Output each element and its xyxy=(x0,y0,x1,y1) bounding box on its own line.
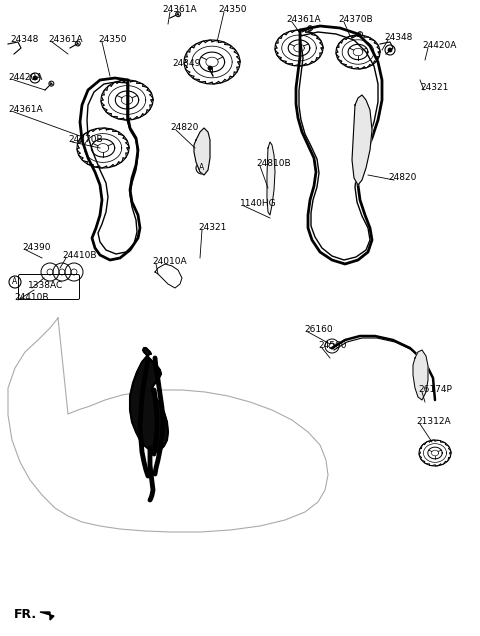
Text: 24348: 24348 xyxy=(384,34,412,43)
Text: 24361A: 24361A xyxy=(8,106,43,114)
Text: A: A xyxy=(199,163,204,172)
Text: 24321: 24321 xyxy=(198,223,227,233)
Text: FR.: FR. xyxy=(14,607,37,621)
Text: 26160: 26160 xyxy=(304,326,333,335)
Polygon shape xyxy=(40,612,54,620)
Circle shape xyxy=(208,66,212,70)
Text: 24560: 24560 xyxy=(318,342,347,350)
Text: 24820: 24820 xyxy=(170,123,198,132)
Text: 24321: 24321 xyxy=(420,83,448,92)
Text: 24810B: 24810B xyxy=(256,160,290,169)
Text: 1140HG: 1140HG xyxy=(240,200,276,209)
Text: 24820: 24820 xyxy=(388,174,416,183)
Text: 24361A: 24361A xyxy=(162,6,197,15)
Text: 24390: 24390 xyxy=(22,244,50,252)
Text: A: A xyxy=(12,277,18,286)
Polygon shape xyxy=(267,142,275,215)
Text: 24420A: 24420A xyxy=(422,41,456,50)
Text: 24420A: 24420A xyxy=(8,74,42,83)
Text: 24370B: 24370B xyxy=(338,15,372,25)
Text: 24348: 24348 xyxy=(10,36,38,45)
Text: 24350: 24350 xyxy=(218,6,247,15)
Text: 24361A: 24361A xyxy=(286,15,321,25)
Polygon shape xyxy=(130,348,168,452)
Polygon shape xyxy=(413,350,428,400)
Circle shape xyxy=(33,76,37,80)
Polygon shape xyxy=(352,95,372,185)
Polygon shape xyxy=(194,128,210,175)
Text: 24350: 24350 xyxy=(98,36,127,45)
Text: 24010A: 24010A xyxy=(152,258,187,266)
Text: 24370B: 24370B xyxy=(68,135,103,144)
Text: 26174P: 26174P xyxy=(418,385,452,394)
Text: 24410B: 24410B xyxy=(14,293,48,303)
Circle shape xyxy=(388,48,392,52)
Text: 24361A: 24361A xyxy=(48,36,83,45)
Text: 1338AC: 1338AC xyxy=(28,282,63,291)
Text: 21312A: 21312A xyxy=(416,417,451,427)
Text: 24349: 24349 xyxy=(172,60,200,69)
Text: 24410B: 24410B xyxy=(62,251,96,261)
